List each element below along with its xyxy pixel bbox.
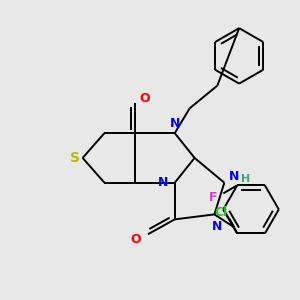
Text: H: H [242, 174, 251, 184]
Text: N: N [169, 117, 180, 130]
Text: Cl: Cl [215, 206, 228, 219]
Text: O: O [131, 233, 141, 246]
Text: S: S [70, 151, 80, 165]
Text: F: F [209, 191, 218, 204]
Text: N: N [212, 220, 223, 233]
Text: N: N [158, 176, 168, 189]
Text: N: N [229, 170, 239, 183]
Text: O: O [140, 92, 150, 105]
